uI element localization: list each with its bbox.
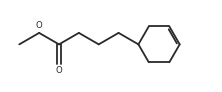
Text: O: O [36, 21, 43, 30]
Text: O: O [56, 66, 62, 75]
